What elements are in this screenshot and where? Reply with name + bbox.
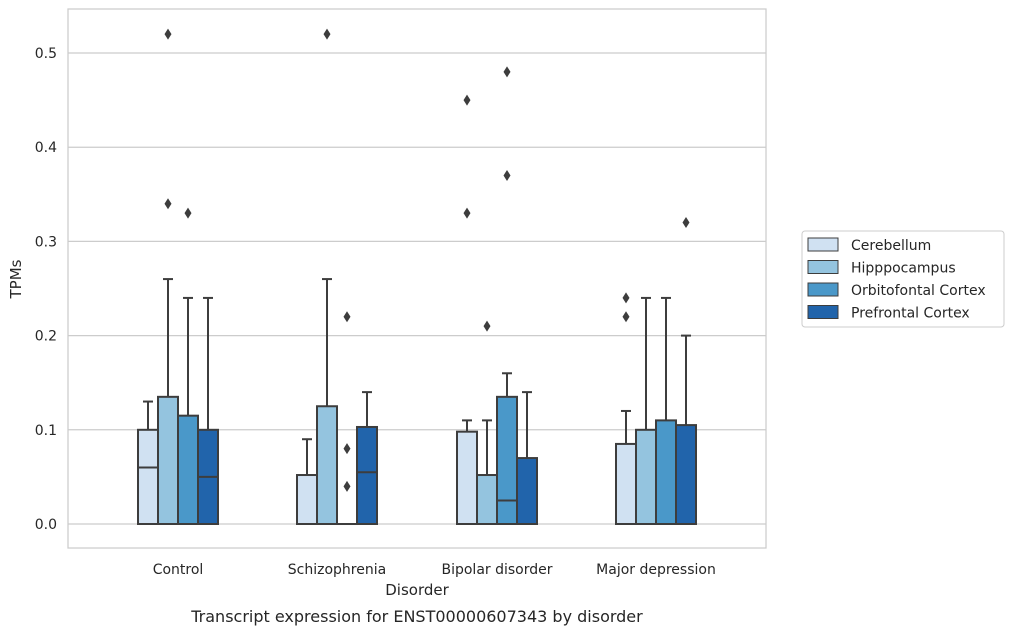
figure-caption: Transcript expression for ENST0000060734… bbox=[190, 607, 643, 626]
outlier-point bbox=[503, 169, 511, 181]
x-tick-label: Major depression bbox=[596, 562, 716, 578]
outlier-point bbox=[343, 480, 351, 492]
box bbox=[615, 442, 637, 525]
outlier-point bbox=[622, 292, 630, 304]
x-tick-label: Bipolar disorder bbox=[441, 562, 552, 578]
box-series bbox=[137, 28, 697, 526]
outlier-point bbox=[164, 28, 172, 40]
outlier-point bbox=[463, 207, 471, 219]
series-hipppocampus bbox=[157, 28, 657, 525]
outlier-point bbox=[503, 66, 511, 78]
outlier-point bbox=[622, 311, 630, 323]
legend: Cerebellum Hipppocampus Orbitofontal Corte… bbox=[801, 230, 1005, 328]
legend-label: Cerebellum bbox=[851, 238, 931, 254]
box bbox=[496, 395, 518, 525]
box bbox=[356, 425, 378, 525]
y-tick-label: 0.0 bbox=[35, 517, 57, 533]
legend-swatch bbox=[807, 237, 839, 252]
outlier-point bbox=[343, 443, 351, 455]
y-tick-label: 0.1 bbox=[35, 423, 57, 439]
x-axis-label: Disorder bbox=[385, 581, 449, 599]
legend-swatch bbox=[807, 305, 839, 319]
y-tick-label: 0.2 bbox=[35, 329, 57, 345]
legend-swatch bbox=[807, 282, 839, 297]
y-tick-label: 0.3 bbox=[35, 234, 57, 250]
box bbox=[456, 430, 478, 525]
outlier-point bbox=[343, 311, 351, 323]
legend-frame bbox=[801, 230, 1005, 328]
y-tick-label: 0.5 bbox=[35, 46, 57, 62]
outlier-point bbox=[483, 320, 491, 332]
box bbox=[516, 457, 538, 525]
legend-label: Hipppocampus bbox=[851, 261, 956, 277]
box bbox=[635, 428, 657, 525]
box bbox=[655, 419, 677, 526]
y-axis-label: TPMs bbox=[7, 259, 25, 299]
outlier-point bbox=[184, 207, 192, 219]
plot-area-frame bbox=[67, 8, 767, 549]
box bbox=[137, 428, 159, 525]
outlier-point bbox=[323, 28, 331, 40]
legend-swatch bbox=[807, 260, 839, 274]
legend-label: Orbitofontal Cortex bbox=[851, 283, 986, 299]
x-tick-label: Schizophrenia bbox=[288, 562, 386, 578]
axis-ticks: 0.0 0.1 0.2 0.3 0.4 0.5 Control Schizophrenia Bi… bbox=[35, 46, 716, 578]
box bbox=[675, 424, 697, 525]
series-cerebellum bbox=[137, 94, 637, 525]
series-prefrontal-cortex bbox=[197, 217, 697, 525]
series-orbitofontal-cortex bbox=[177, 66, 677, 526]
outlier-point bbox=[682, 217, 690, 229]
box bbox=[316, 405, 338, 525]
box bbox=[476, 474, 498, 525]
outlier-point bbox=[164, 198, 172, 210]
x-tick-label: Control bbox=[153, 562, 204, 578]
outlier-point bbox=[463, 94, 471, 106]
box bbox=[157, 395, 179, 525]
box bbox=[177, 414, 199, 526]
legend-label: Prefrontal Cortex bbox=[851, 306, 970, 322]
y-tick-label: 0.4 bbox=[35, 140, 57, 156]
box bbox=[296, 474, 318, 525]
